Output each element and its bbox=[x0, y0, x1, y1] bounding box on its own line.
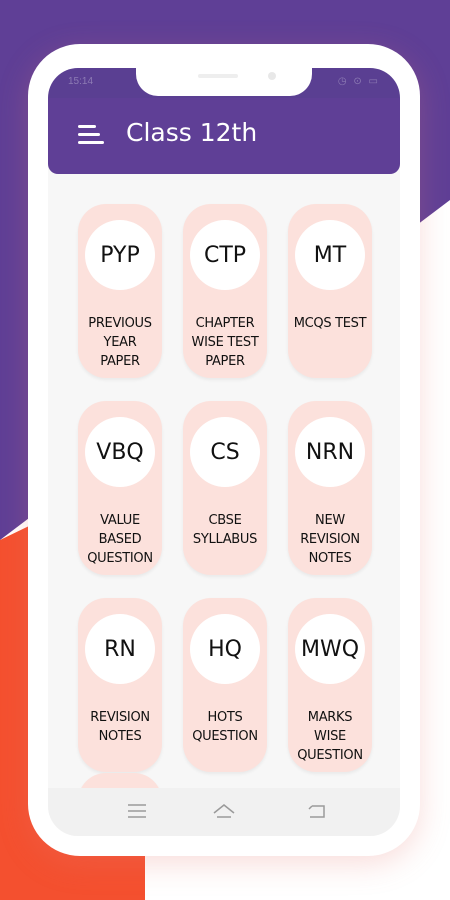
back-icon[interactable] bbox=[305, 800, 329, 822]
status-time: 15:14 bbox=[68, 76, 94, 87]
front-camera bbox=[268, 72, 276, 80]
category-card-ctp[interactable]: CTP CHAPTER WISE TEST PAPER bbox=[183, 204, 267, 378]
card-abbreviation: RN bbox=[85, 614, 155, 684]
card-label: VALUE BASED QUESTION bbox=[87, 513, 153, 566]
card-abbreviation: VBQ bbox=[85, 417, 155, 487]
category-card-nrn[interactable]: NRN NEW REVISION NOTES bbox=[288, 401, 372, 575]
card-label: MCQS TEST bbox=[293, 316, 367, 331]
card-abbreviation: MWQ bbox=[295, 614, 365, 684]
speaker-grille bbox=[198, 74, 238, 78]
status-icons: ◷ ⊙ ▭ bbox=[337, 76, 380, 87]
category-grid: PYP PREVIOUS YEAR PAPER CTP CHAPTER WISE TE… bbox=[48, 68, 400, 836]
phone-notch bbox=[136, 68, 312, 96]
card-abbreviation: NRN bbox=[295, 417, 365, 487]
card-label: HOTS QUESTION bbox=[192, 710, 258, 744]
card-label: CBSE SYLLABUS bbox=[192, 513, 258, 547]
card-abbreviation: CTP bbox=[190, 220, 260, 290]
navigation-bar bbox=[48, 788, 400, 836]
app-bar: Class 12th bbox=[48, 98, 400, 174]
card-label: CHAPTER WISE TEST PAPER bbox=[191, 316, 259, 369]
card-abbreviation: PYP bbox=[85, 220, 155, 290]
card-label: REVISION NOTES bbox=[90, 710, 150, 744]
home-icon[interactable] bbox=[212, 800, 236, 822]
phone-screen: 15:14 ◷ ⊙ ▭ Class 12th PYP PREVIOUS YEAR … bbox=[48, 68, 400, 836]
category-card-mwq[interactable]: MWQ MARKS WISE QUESTION bbox=[288, 598, 372, 772]
page-title: Class 12th bbox=[126, 118, 258, 147]
card-abbreviation: CS bbox=[190, 417, 260, 487]
category-card-hq[interactable]: HQ HOTS QUESTION bbox=[183, 598, 267, 772]
category-card-vbq[interactable]: VBQ VALUE BASED QUESTION bbox=[78, 401, 162, 575]
menu-lines-icon[interactable] bbox=[125, 800, 149, 822]
card-label: NEW REVISION NOTES bbox=[300, 513, 360, 566]
hamburger-menu-icon[interactable] bbox=[78, 125, 104, 147]
category-card-mt[interactable]: MT MCQS TEST bbox=[288, 204, 372, 378]
category-card-cs[interactable]: CS CBSE SYLLABUS bbox=[183, 401, 267, 575]
phone-frame: 15:14 ◷ ⊙ ▭ Class 12th PYP PREVIOUS YEAR … bbox=[28, 44, 420, 856]
card-label: PREVIOUS YEAR PAPER bbox=[88, 316, 152, 369]
category-card-rn[interactable]: RN REVISION NOTES bbox=[78, 598, 162, 772]
card-abbreviation: HQ bbox=[190, 614, 260, 684]
card-abbreviation: MT bbox=[295, 220, 365, 290]
category-card-pyp[interactable]: PYP PREVIOUS YEAR PAPER bbox=[78, 204, 162, 378]
card-label: MARKS WISE QUESTION bbox=[297, 710, 363, 763]
